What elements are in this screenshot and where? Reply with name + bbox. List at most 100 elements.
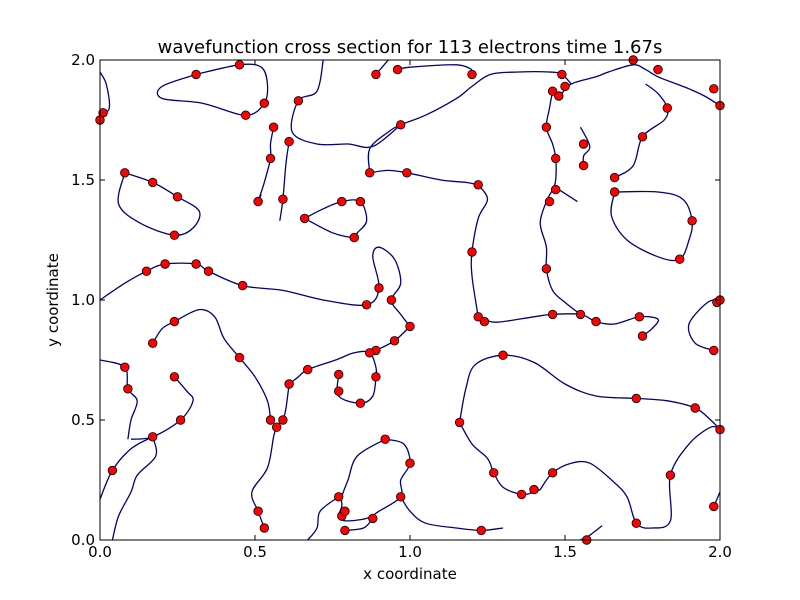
nodal-line — [477, 313, 660, 337]
data-point — [467, 69, 477, 80]
data-point — [361, 300, 372, 310]
data-point — [169, 372, 180, 382]
data-point — [380, 434, 390, 444]
data-point — [340, 506, 350, 516]
data-point — [557, 69, 567, 80]
data-point — [160, 259, 170, 269]
data-point — [575, 309, 586, 320]
data-point — [547, 468, 558, 478]
data-point — [334, 369, 344, 380]
data-point — [371, 372, 381, 382]
data-point — [662, 103, 673, 113]
data-point — [551, 184, 561, 195]
data-point — [551, 153, 561, 164]
x-tick-label: 0.5 — [243, 543, 267, 561]
data-point — [709, 345, 719, 356]
data-point — [172, 192, 183, 202]
data-point — [284, 136, 294, 147]
data-point — [479, 316, 490, 327]
data-point — [265, 153, 276, 164]
data-point — [340, 525, 350, 536]
data-point — [396, 120, 406, 130]
data-point — [389, 336, 400, 346]
data-point — [259, 98, 270, 108]
data-point — [203, 266, 214, 276]
data-point — [392, 64, 403, 75]
data-point — [253, 196, 263, 207]
data-point — [147, 432, 158, 442]
data-point — [278, 415, 288, 425]
data-point — [631, 393, 642, 404]
data-point — [303, 364, 313, 375]
data-point — [374, 283, 384, 293]
y-axis-title: y coordinate — [44, 253, 62, 347]
nodal-line — [307, 496, 340, 540]
data-point — [541, 122, 552, 132]
x-tick-label: 0.0 — [88, 543, 112, 561]
data-point — [405, 458, 415, 468]
data-point — [405, 321, 415, 332]
data-point — [334, 386, 344, 396]
data-point — [355, 398, 366, 408]
y-tick-label: 1.5 — [71, 171, 95, 189]
data-point — [476, 525, 487, 536]
data-point — [240, 110, 251, 120]
data-point — [278, 194, 288, 204]
data-point — [634, 312, 645, 322]
data-point — [653, 64, 663, 75]
x-tick-label: 1.0 — [398, 543, 422, 561]
data-point — [349, 232, 359, 243]
data-point — [169, 316, 180, 327]
data-point — [665, 470, 676, 480]
data-point — [191, 69, 201, 80]
nodal-line — [687, 299, 720, 352]
data-point — [147, 338, 158, 348]
nodal-line — [111, 436, 158, 540]
data-point — [591, 316, 601, 327]
data-point — [123, 384, 133, 394]
y-tick-label: 0.5 — [71, 411, 95, 429]
data-point — [516, 489, 527, 500]
nodal-line — [100, 436, 154, 500]
data-point — [473, 180, 483, 190]
data-point — [498, 350, 508, 360]
nodal-line — [304, 199, 368, 239]
nodal-line — [279, 141, 290, 221]
data-point — [141, 266, 152, 276]
data-point — [169, 230, 180, 240]
data-point — [454, 417, 465, 428]
data-point — [284, 379, 294, 389]
data-point — [675, 254, 685, 264]
data-point — [259, 523, 270, 533]
data-point — [467, 247, 477, 257]
data-point — [175, 415, 186, 425]
data-point — [547, 309, 558, 320]
data-point — [337, 196, 347, 207]
data-point — [386, 295, 397, 305]
data-point — [272, 422, 282, 432]
data-point — [237, 280, 248, 291]
data-point — [365, 168, 375, 178]
nodal-line — [552, 64, 720, 107]
nodal-line — [290, 60, 402, 149]
x-tick-label: 1.5 — [553, 543, 577, 561]
data-point — [355, 196, 366, 207]
y-tick-label: 1.0 — [71, 291, 95, 309]
data-point — [120, 362, 130, 372]
data-point — [299, 213, 310, 224]
data-point — [396, 492, 406, 502]
data-point — [578, 160, 589, 171]
x-axis-title: x coordinate — [363, 565, 457, 583]
nodal-line — [251, 383, 290, 529]
data-point — [120, 168, 130, 178]
data-point — [609, 172, 620, 183]
data-point — [709, 501, 719, 512]
data-point — [334, 492, 344, 502]
data-point — [687, 216, 697, 226]
data-point — [541, 264, 552, 274]
data-point — [547, 86, 558, 96]
data-point — [371, 69, 381, 80]
data-point — [368, 513, 378, 524]
data-point — [609, 187, 620, 197]
data-point — [637, 331, 648, 341]
